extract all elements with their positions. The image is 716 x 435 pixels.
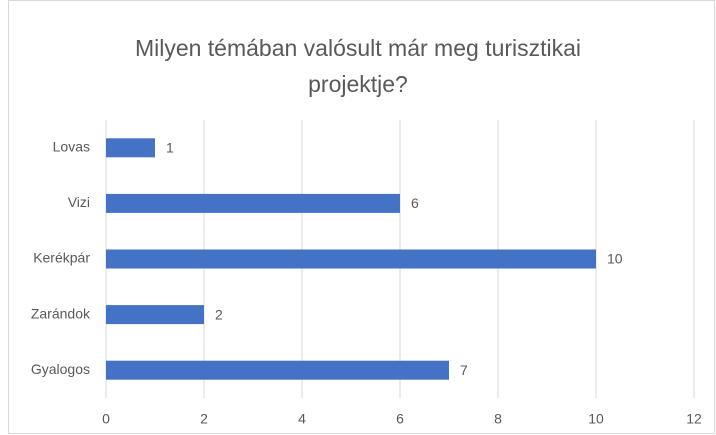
y-tick-label: Lovas [53, 139, 90, 155]
chart-border [8, 0, 715, 434]
bar [106, 193, 400, 213]
x-tick-label: 6 [396, 411, 404, 427]
y-tick-label: Zarándok [31, 305, 91, 321]
x-tick-label: 2 [200, 411, 208, 427]
chart-title: Milyen témában valósult már meg turiszti… [134, 35, 582, 97]
bar [106, 138, 155, 158]
data-label: 7 [460, 362, 468, 378]
bar [106, 360, 449, 380]
y-tick-label: Kerékpár [33, 250, 90, 266]
data-label: 2 [215, 306, 223, 322]
data-label: 10 [607, 251, 623, 267]
x-tick-label: 10 [588, 411, 604, 427]
bar [106, 305, 204, 325]
y-tick-label: Gyalogos [31, 361, 90, 377]
y-tick-label: Vizi [68, 194, 90, 210]
x-tick-label: 8 [494, 411, 502, 427]
x-tick-label: 0 [102, 411, 110, 427]
bar [106, 249, 596, 269]
x-tick-label: 4 [298, 411, 306, 427]
data-label: 6 [411, 195, 419, 211]
x-tick-label: 12 [686, 411, 702, 427]
data-label: 1 [166, 140, 174, 156]
